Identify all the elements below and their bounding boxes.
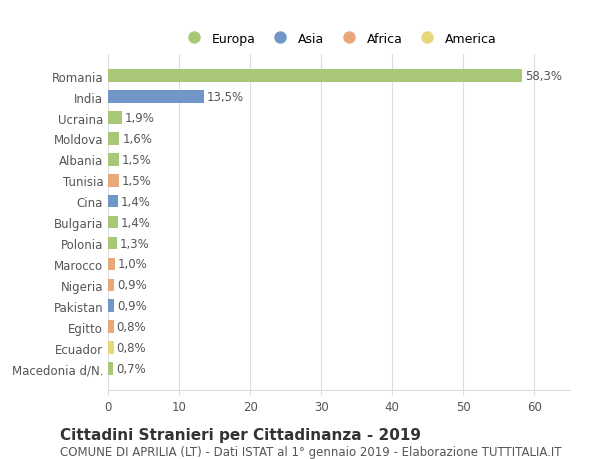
Bar [108,70,523,83]
Bar [108,133,119,146]
Bar [108,237,117,250]
Text: 13,5%: 13,5% [207,91,244,104]
Text: 1,5%: 1,5% [122,174,151,187]
Bar [108,258,115,271]
Bar [108,300,115,312]
Text: 1,4%: 1,4% [121,195,151,208]
Text: COMUNE DI APRILIA (LT) - Dati ISTAT al 1° gennaio 2019 - Elaborazione TUTTITALIA: COMUNE DI APRILIA (LT) - Dati ISTAT al 1… [60,445,562,458]
Bar [108,174,119,187]
Text: 58,3%: 58,3% [525,70,562,83]
Text: 0,8%: 0,8% [116,341,146,354]
Text: 1,3%: 1,3% [120,237,150,250]
Bar [108,363,113,375]
Bar [108,196,118,208]
Bar [108,341,113,354]
Legend: Europa, Asia, Africa, America: Europa, Asia, Africa, America [176,28,502,51]
Text: 0,9%: 0,9% [117,279,147,291]
Bar [108,91,204,104]
Text: 1,9%: 1,9% [124,112,154,125]
Bar [108,216,118,229]
Bar [108,279,115,291]
Text: 1,5%: 1,5% [122,154,151,167]
Bar [108,154,119,166]
Text: 1,4%: 1,4% [121,216,151,229]
Text: 0,9%: 0,9% [117,300,147,313]
Text: 0,7%: 0,7% [116,362,146,375]
Text: Cittadini Stranieri per Cittadinanza - 2019: Cittadini Stranieri per Cittadinanza - 2… [60,427,421,442]
Text: 1,0%: 1,0% [118,258,148,271]
Text: 1,6%: 1,6% [122,133,152,146]
Bar [108,112,122,124]
Text: 0,8%: 0,8% [116,320,146,333]
Bar [108,321,113,333]
